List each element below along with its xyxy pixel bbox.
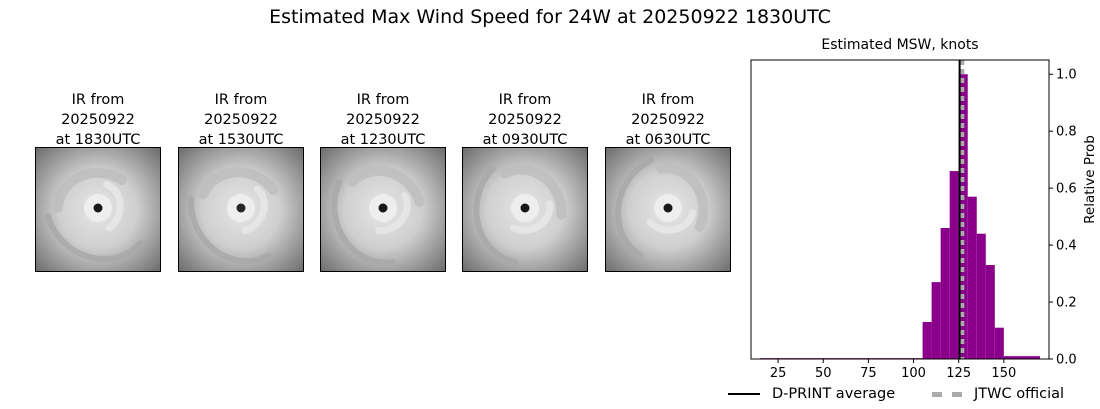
ir-panel: IR from 20250922 at 0630UTC [605, 90, 731, 272]
ir-panel-title: IR from 20250922 at 1530UTC [178, 90, 304, 150]
ir-eye [236, 203, 246, 213]
ir-spiral-band [656, 163, 709, 232]
histogram-bar [1003, 356, 1040, 359]
ir-panel-title: IR from 20250922 at 0930UTC [462, 90, 588, 150]
ir-panel-title: IR from 20250922 at 1830UTC [35, 90, 161, 150]
histogram-bar [985, 265, 995, 359]
figure-title: Estimated Max Wind Speed for 24W at 2025… [269, 6, 831, 28]
ir-eye [378, 203, 388, 213]
ir-panel-title-line: IR from [356, 92, 410, 108]
y-tick-label: 0.0 [1056, 353, 1077, 368]
ir-spiral-band [53, 167, 127, 213]
ir-panel-title-date: 20250922 [488, 112, 562, 128]
ir-panel-title: IR from 20250922 at 0630UTC [605, 90, 731, 150]
ir-panel-title: IR from 20250922 at 1230UTC [320, 90, 446, 150]
y-tick-label: 0.8 [1056, 125, 1077, 140]
ir-satellite-image [178, 147, 304, 272]
ir-panel-title-line: IR from [641, 92, 695, 108]
ir-panel-title-time: at 0930UTC [482, 132, 568, 148]
ir-panel-title-date: 20250922 [631, 112, 705, 128]
legend-item-jtwc: JTWC official [932, 386, 1064, 402]
ir-spiral-band [615, 157, 655, 259]
ir-panel-title-time: at 1530UTC [198, 132, 284, 148]
ir-image-graphic [179, 148, 303, 271]
ir-spiral-band [473, 165, 519, 266]
x-tick-label: 50 [815, 366, 832, 380]
ir-panel: IR from 20250922 at 1830UTC [35, 90, 161, 272]
x-tick-label: 100 [901, 366, 926, 380]
x-tick-label: 25 [770, 366, 787, 380]
ir-image-graphic [36, 148, 160, 271]
ir-panel-title-line: IR from [214, 92, 268, 108]
ir-eye [93, 203, 103, 213]
legend-label: D-PRINT average [772, 386, 896, 402]
ir-satellite-image [462, 147, 588, 272]
histogram-bar [976, 233, 986, 359]
ir-image-graphic [606, 148, 730, 271]
ir-spiral-band [103, 181, 124, 232]
ir-spiral-band [188, 195, 272, 265]
ir-panel: IR from 20250922 at 1230UTC [320, 90, 446, 272]
ir-satellite-image [320, 147, 446, 272]
histogram-bar [931, 282, 941, 359]
legend-solid-line-swatch [728, 393, 760, 395]
x-tick-label: 150 [991, 366, 1016, 380]
y-tick-label: 0.2 [1056, 296, 1077, 311]
ir-image-graphic [321, 148, 445, 271]
ir-spiral-band [241, 185, 268, 235]
histogram-bars [760, 74, 1040, 359]
chart-title: Estimated MSW, knots [821, 37, 978, 53]
ir-panel-title-time: at 1830UTC [55, 132, 141, 148]
ir-image-graphic [463, 148, 587, 271]
histogram-bar [940, 228, 950, 359]
ir-panel-title-time: at 0630UTC [625, 132, 711, 148]
plot-frame [750, 59, 1050, 360]
x-tick-label: 75 [860, 366, 877, 380]
ir-eye [520, 203, 530, 213]
histogram-bar [967, 196, 977, 359]
ir-panel-title-line: IR from [498, 92, 552, 108]
ir-satellite-image [35, 147, 161, 272]
legend-dashed-line-swatch [932, 391, 962, 397]
ir-panel-title-date: 20250922 [61, 112, 135, 128]
legend-item-dprint: D-PRINT average [728, 386, 895, 402]
y-axis-label: Relative Prob [1082, 135, 1098, 224]
ir-panel-title-date: 20250922 [346, 112, 420, 128]
ir-panel-title-date: 20250922 [204, 112, 278, 128]
ir-spiral-band [646, 208, 697, 234]
ir-eye [663, 203, 673, 213]
ir-spiral-band [509, 200, 554, 234]
ir-spiral-band [500, 164, 567, 220]
ir-panel-title-line: IR from [71, 92, 125, 108]
ir-panel: IR from 20250922 at 0930UTC [462, 90, 588, 272]
x-tick-label: 125 [946, 366, 971, 380]
ir-spiral-band [198, 167, 279, 200]
ir-spiral-band [347, 165, 425, 207]
histogram-bar [994, 327, 1004, 359]
ir-spiral-band [375, 192, 411, 235]
histogram-bar [922, 321, 932, 359]
ir-spiral-band [44, 213, 144, 262]
y-tick-label: 1.0 [1056, 68, 1077, 83]
y-tick-label: 0.4 [1056, 239, 1077, 254]
ir-spiral-band [331, 179, 396, 266]
ir-satellite-image [605, 147, 731, 272]
legend-label: JTWC official [974, 386, 1065, 402]
ir-panel-title-time: at 1230UTC [340, 132, 426, 148]
ir-panel: IR from 20250922 at 1530UTC [178, 90, 304, 272]
histogram-bar [949, 171, 959, 359]
msw-histogram-chart: Estimated MSW, knots 25 50 75 100 125 150 0.0 0.… [750, 37, 1098, 380]
y-tick-label: 0.6 [1056, 182, 1077, 197]
chart-legend: D-PRINT average JTWC official [728, 386, 1098, 406]
